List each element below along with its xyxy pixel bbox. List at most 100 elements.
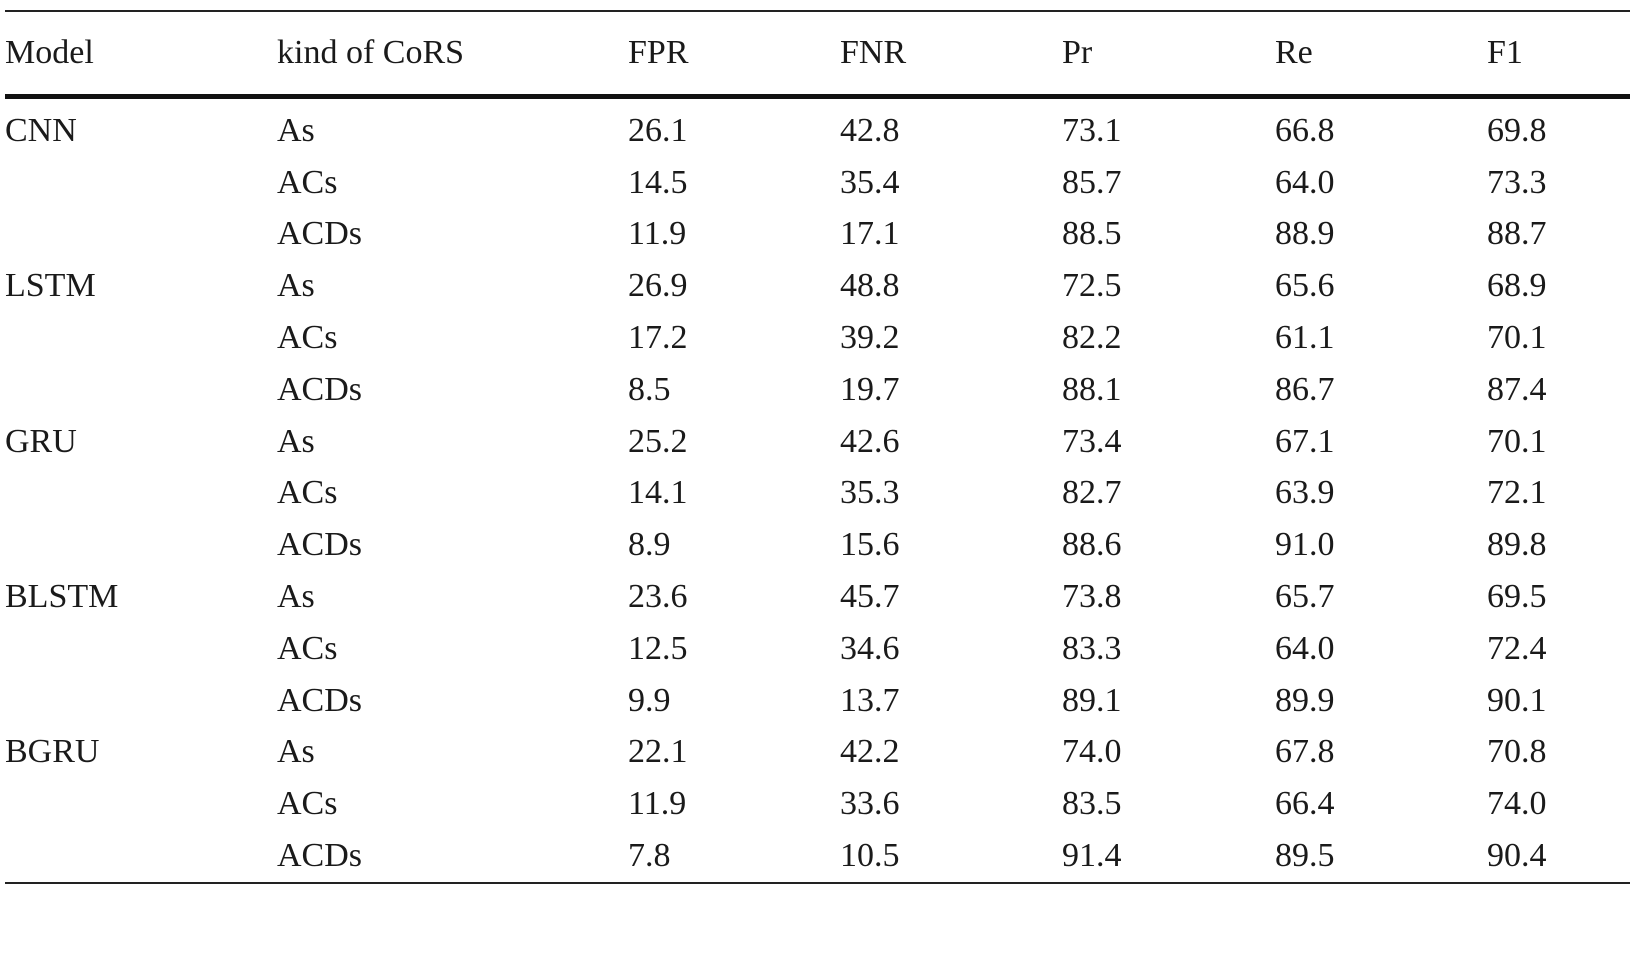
cell-kind-of-cors: ACs [277,785,338,823]
cell-f1: 73.3 [1487,163,1547,201]
cell-pr: 73.4 [1062,422,1122,460]
cell-fnr: 42.2 [840,733,900,771]
cell-re: 67.1 [1275,422,1335,460]
cell-kind-of-cors: ACDs [277,215,363,253]
cell-re: 89.9 [1275,681,1335,719]
cell-fpr: 17.2 [628,319,688,357]
cell-f1: 88.7 [1487,215,1547,253]
cell-fpr: 11.9 [628,785,687,823]
cell-fnr: 42.8 [840,111,900,149]
results-table: Model kind of CoRS FPR FNR Pr Re F1 [5,12,1630,94]
cell-kind-of-cors: As [277,111,315,149]
cell-fnr: 13.7 [840,681,900,719]
cell-fpr: 9.9 [628,681,671,719]
cell-model [5,157,277,209]
table-row: ACs 11.9 33.6 83.5 66.4 74.0 [5,778,1630,830]
cell-kind-of-cors: As [277,578,315,616]
cell-fnr: 35.3 [840,474,900,512]
cell-re: 65.6 [1275,267,1335,305]
cell-fpr: 7.8 [628,837,671,875]
cell-pr: 82.7 [1062,474,1122,512]
table-row: ACs 17.2 39.2 82.2 61.1 70.1 [5,312,1630,364]
table-row: ACs 14.5 35.4 85.7 64.0 73.3 [5,157,1630,209]
cell-fpr: 12.5 [628,629,688,667]
cell-model: CNN [5,111,77,149]
cell-re: 67.8 [1275,733,1335,771]
cell-model [5,468,277,520]
cell-fpr: 14.1 [628,474,688,512]
cell-model [5,623,277,675]
cell-re: 63.9 [1275,474,1335,512]
cell-model [5,519,277,571]
table-header: Model kind of CoRS FPR FNR Pr Re F1 [5,12,1630,94]
cell-fpr: 14.5 [628,163,688,201]
cell-f1: 89.8 [1487,526,1547,564]
cell-fnr: 17.1 [840,215,900,253]
cell-kind-of-cors: ACs [277,629,338,667]
table-row: ACs 12.5 34.6 83.3 64.0 72.4 [5,623,1630,675]
cell-f1: 87.4 [1487,370,1547,408]
cell-kind-of-cors: ACDs [277,681,363,719]
cell-kind-of-cors: As [277,422,315,460]
cell-pr: 82.2 [1062,319,1122,357]
cell-model [5,778,277,830]
cell-pr: 73.8 [1062,578,1122,616]
cell-re: 86.7 [1275,370,1335,408]
table-row: CNN As 26.1 42.8 73.1 66.8 69.8 [5,99,1630,157]
cell-fnr: 15.6 [840,526,900,564]
cell-fnr: 39.2 [840,319,900,357]
header-row: Model kind of CoRS FPR FNR Pr Re F1 [5,12,1630,94]
cell-fnr: 34.6 [840,629,900,667]
cell-fpr: 26.9 [628,267,688,305]
cell-f1: 70.1 [1487,319,1547,357]
table-row: GRU As 25.2 42.6 73.4 67.1 70.1 [5,416,1630,468]
cell-fnr: 48.8 [840,267,900,305]
cell-pr: 88.1 [1062,370,1122,408]
cell-fnr: 19.7 [840,370,900,408]
cell-re: 61.1 [1275,319,1335,357]
cell-f1: 90.4 [1487,837,1547,875]
header-pr: Pr [1062,34,1093,71]
table-row: ACDs 8.5 19.7 88.1 86.7 87.4 [5,364,1630,416]
cell-fnr: 45.7 [840,578,900,616]
cell-re: 91.0 [1275,526,1335,564]
table-row: BGRU As 22.1 42.2 74.0 67.8 70.8 [5,727,1630,779]
cell-fpr: 11.9 [628,215,687,253]
cell-kind-of-cors: As [277,733,315,771]
cell-f1: 69.8 [1487,111,1547,149]
cell-kind-of-cors: ACs [277,474,338,512]
cell-fnr: 35.4 [840,163,900,201]
table-row: ACDs 11.9 17.1 88.5 88.9 88.7 [5,209,1630,261]
header-fnr: FNR [840,34,907,71]
cell-model [5,830,277,882]
cell-pr: 73.1 [1062,111,1122,149]
cell-re: 89.5 [1275,837,1335,875]
cell-pr: 88.6 [1062,526,1122,564]
cell-f1: 70.8 [1487,733,1547,771]
cell-f1: 72.1 [1487,474,1547,512]
table-row: ACDs 7.8 10.5 91.4 89.5 90.4 [5,830,1630,882]
cell-pr: 91.4 [1062,837,1122,875]
cell-kind-of-cors: ACDs [277,526,363,564]
table-top-rule [5,10,1630,12]
cell-fnr: 10.5 [840,837,900,875]
cell-model: BGRU [5,733,100,771]
cell-pr: 83.3 [1062,629,1122,667]
cell-f1: 72.4 [1487,629,1547,667]
cell-pr: 85.7 [1062,163,1122,201]
cell-fpr: 8.9 [628,526,671,564]
cell-fpr: 22.1 [628,733,688,771]
cell-pr: 72.5 [1062,267,1122,305]
cell-f1: 74.0 [1487,785,1547,823]
table-row: BLSTM As 23.6 45.7 73.8 65.7 69.5 [5,571,1630,623]
cell-kind-of-cors: ACs [277,319,338,357]
cell-kind-of-cors: ACDs [277,837,363,875]
table-header-rule [5,94,1630,99]
cell-f1: 90.1 [1487,681,1547,719]
cell-pr: 89.1 [1062,681,1122,719]
cell-re: 64.0 [1275,163,1335,201]
cell-re: 64.0 [1275,629,1335,667]
table-row: ACDs 8.9 15.6 88.6 91.0 89.8 [5,519,1630,571]
cell-re: 65.7 [1275,578,1335,616]
cell-f1: 70.1 [1487,422,1547,460]
